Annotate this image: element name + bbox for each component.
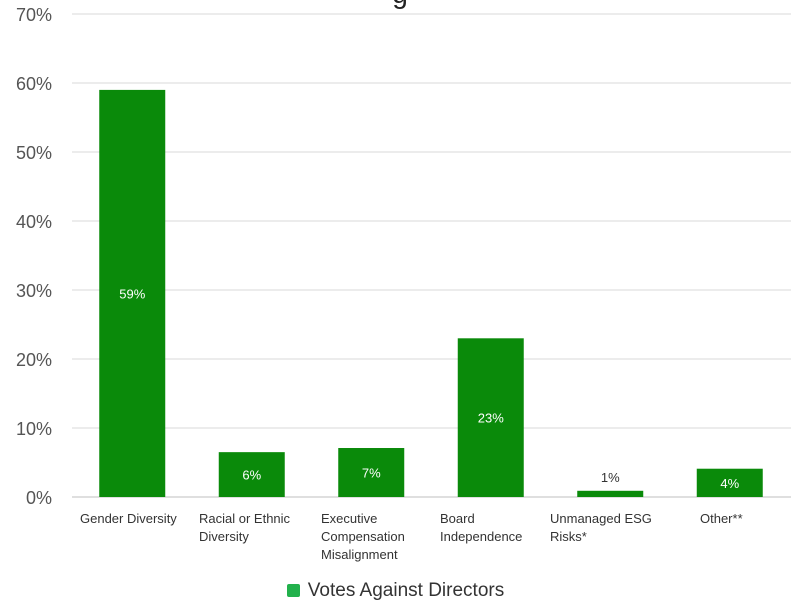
chart-title: g xyxy=(330,0,470,14)
bar xyxy=(577,490,644,497)
data-label: 4% xyxy=(720,476,739,491)
data-label: 7% xyxy=(362,466,381,481)
y-tick-label: 50% xyxy=(16,143,52,163)
y-tick-label: 40% xyxy=(16,212,52,232)
bar xyxy=(218,452,285,497)
y-tick-label: 70% xyxy=(16,5,52,25)
y-axis-ticks: 0% 10% 20% 30% 40% 50% 60% 70% xyxy=(16,5,52,508)
x-tick-label: Board Independence xyxy=(440,511,523,544)
y-tick-label: 20% xyxy=(16,350,52,370)
y-tick-label: 30% xyxy=(16,281,52,301)
gridlines xyxy=(72,13,791,498)
x-tick-label: Executive Compensation Misalignment xyxy=(321,511,405,562)
data-label: 23% xyxy=(478,411,504,426)
data-label: 1% xyxy=(601,470,620,485)
y-tick-label: 10% xyxy=(16,419,52,439)
data-label: 59% xyxy=(119,286,145,301)
legend: Votes Against Directors xyxy=(0,577,791,605)
bar xyxy=(338,448,405,497)
bar xyxy=(457,338,524,497)
y-tick-label: 60% xyxy=(16,74,52,94)
bar xyxy=(99,89,166,498)
x-tick-label: Racial or Ethnic Diversity xyxy=(199,511,291,544)
data-labels: 59% 6% 7% 23% 1% 4% xyxy=(119,286,739,490)
bar xyxy=(696,468,763,497)
x-tick-label: Gender Diversity xyxy=(80,511,177,526)
bars xyxy=(99,89,763,498)
legend-swatch xyxy=(286,584,300,597)
y-tick-label: 0% xyxy=(26,488,52,508)
data-label: 6% xyxy=(242,468,261,483)
x-tick-label: Other** xyxy=(700,511,743,526)
legend-label: Votes Against Directors xyxy=(307,580,505,601)
x-tick-label: Unmanaged ESG Risks* xyxy=(550,511,652,544)
